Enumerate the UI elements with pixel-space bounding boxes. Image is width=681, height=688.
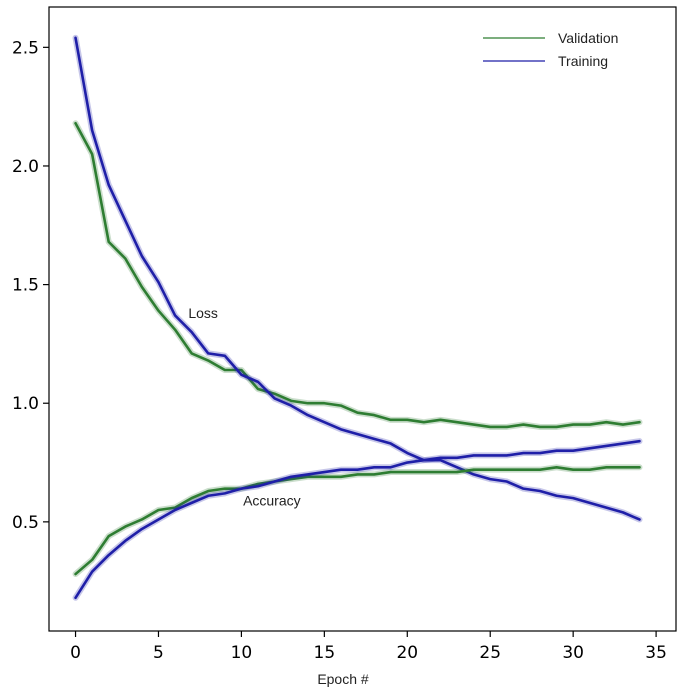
legend-label-validation: Validation xyxy=(558,30,618,46)
annotations: Loss Accuracy xyxy=(188,305,300,508)
series-line-training-loss xyxy=(74,36,641,521)
y-tick-label: 2.0 xyxy=(12,157,39,177)
x-tick-label: 30 xyxy=(562,643,584,663)
y-tick-label: 1.0 xyxy=(12,394,39,414)
annotation-accuracy: Accuracy xyxy=(243,492,301,508)
x-tick-label: 15 xyxy=(314,643,336,663)
legend: Validation Training xyxy=(483,30,618,69)
series-line-training-accuracy xyxy=(74,439,641,600)
x-tick-label: 0 xyxy=(70,643,81,663)
x-tick-label: 20 xyxy=(396,643,418,663)
ticks-layer: 0 5 10 15 20 25 30 35 0.5 1.0 1.5 2.0 2.5 xyxy=(12,38,667,663)
plot-background xyxy=(49,7,676,631)
legend-label-training: Training xyxy=(558,53,608,69)
x-tick-label: 5 xyxy=(153,643,164,663)
series-layer xyxy=(72,34,643,601)
series-line-validation-accuracy xyxy=(74,465,641,576)
y-tick-label: 0.5 xyxy=(12,513,39,533)
x-tick-label: 35 xyxy=(645,643,667,663)
series-line-validation-loss xyxy=(74,121,641,429)
y-tick-label: 2.5 xyxy=(12,38,39,58)
x-axis-title: Epoch # xyxy=(317,671,369,687)
annotation-loss: Loss xyxy=(188,305,218,321)
y-tick-label: 1.5 xyxy=(12,276,39,296)
x-tick-label: 25 xyxy=(479,643,501,663)
x-tick-label: 10 xyxy=(231,643,253,663)
plot-frame xyxy=(48,6,677,632)
